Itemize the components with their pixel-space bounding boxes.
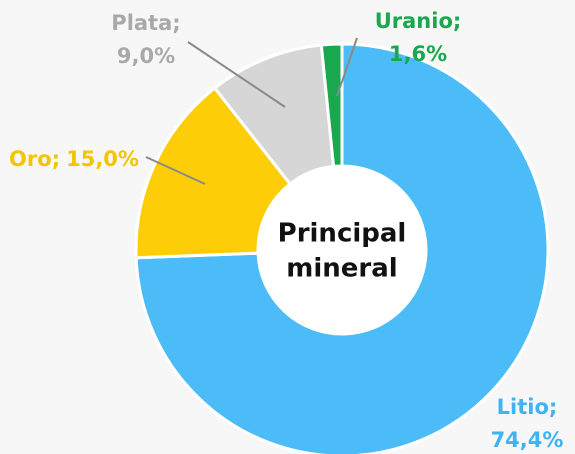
data-label: Litio; 74,4% bbox=[491, 395, 564, 452]
data-label: Oro; 15,0% bbox=[9, 147, 139, 171]
value-label: 1,6% bbox=[389, 42, 447, 66]
label-separator: ; bbox=[52, 147, 60, 171]
value-label: 9,0% bbox=[117, 44, 175, 68]
slice bbox=[319, 42, 344, 169]
slice bbox=[134, 42, 550, 454]
leader-line bbox=[145, 156, 206, 185]
leader-line bbox=[187, 41, 286, 108]
slice bbox=[134, 85, 293, 260]
label-separator: ; bbox=[172, 11, 180, 35]
donut-hole bbox=[259, 167, 425, 333]
data-label: Uranio; 1,6% bbox=[375, 9, 462, 66]
value-label: 15,0% bbox=[66, 147, 139, 171]
center-text: Principal bbox=[278, 219, 407, 249]
center-text: mineral bbox=[286, 254, 397, 284]
category-name: Plata bbox=[111, 11, 172, 35]
category-name: Oro bbox=[9, 147, 52, 171]
value-label: 74,4% bbox=[491, 428, 564, 452]
label-separator: ; bbox=[453, 9, 461, 33]
data-label: Plata; 9,0% bbox=[111, 11, 180, 68]
category-name: Litio bbox=[497, 395, 549, 419]
label-separator: ; bbox=[549, 395, 557, 419]
leader-line bbox=[336, 37, 358, 97]
category-name: Uranio bbox=[375, 9, 453, 33]
